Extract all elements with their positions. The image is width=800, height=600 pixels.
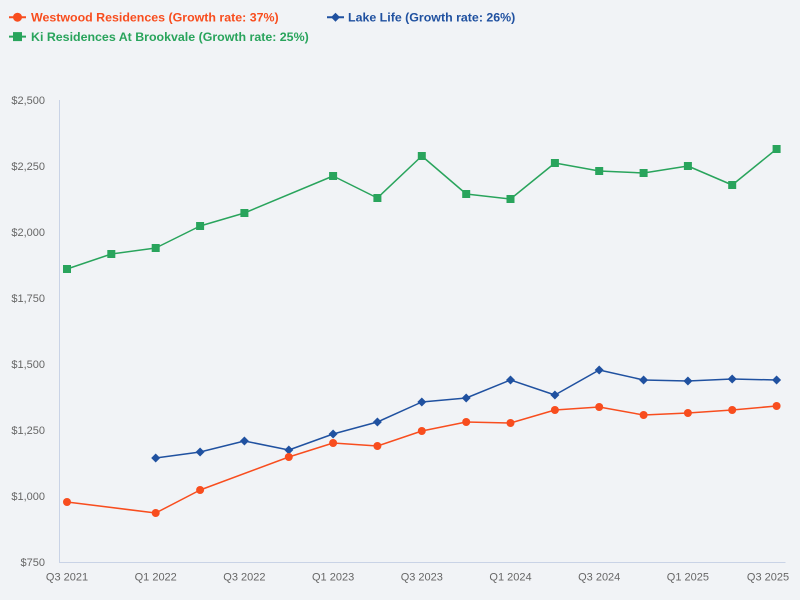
svg-text:Ki Residences At Brookvale (Gr: Ki Residences At Brookvale (Growth rate:… (31, 30, 309, 44)
svg-text:$1,250: $1,250 (11, 425, 45, 437)
svg-text:Q1 2024: Q1 2024 (489, 572, 531, 584)
svg-text:$2,250: $2,250 (11, 161, 45, 173)
svg-text:$1,750: $1,750 (11, 293, 45, 305)
svg-text:Q3 2022: Q3 2022 (223, 572, 265, 584)
svg-text:Lake Life (Growth rate: 26%): Lake Life (Growth rate: 26%) (348, 11, 515, 25)
svg-text:Westwood Residences (Growth ra: Westwood Residences (Growth rate: 37%) (31, 11, 279, 25)
svg-text:Q1 2022: Q1 2022 (135, 572, 177, 584)
svg-text:$1,500: $1,500 (11, 359, 45, 371)
svg-text:$750: $750 (21, 557, 45, 569)
svg-text:Q3 2023: Q3 2023 (401, 572, 443, 584)
svg-text:$2,500: $2,500 (11, 95, 45, 107)
svg-text:$1,000: $1,000 (11, 491, 45, 503)
svg-text:Q3 2024: Q3 2024 (578, 572, 620, 584)
svg-text:Q1 2025: Q1 2025 (667, 572, 709, 584)
svg-text:Q3 2021: Q3 2021 (46, 572, 88, 584)
svg-text:Q3 2025: Q3 2025 (747, 572, 789, 584)
svg-text:Q1 2023: Q1 2023 (312, 572, 354, 584)
svg-text:$2,000: $2,000 (11, 227, 45, 239)
